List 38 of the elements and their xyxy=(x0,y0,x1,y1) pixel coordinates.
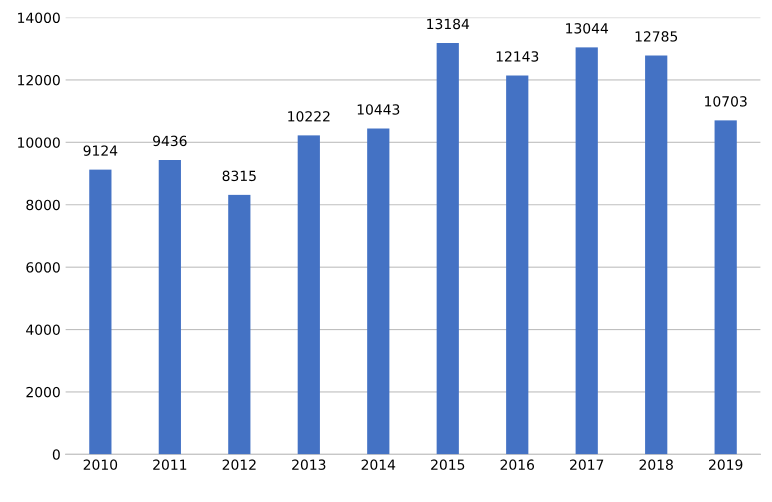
bar xyxy=(298,135,320,454)
data-label: 13044 xyxy=(566,23,608,34)
bar xyxy=(506,76,528,454)
bar xyxy=(228,194,250,454)
y-tick-label: 8000 xyxy=(26,200,60,210)
y-tick-label: 10000 xyxy=(18,137,60,148)
y-tick-label: 14000 xyxy=(18,12,60,24)
data-label: 10222 xyxy=(288,111,330,122)
data-label: 9436 xyxy=(153,136,187,146)
x-tick-label: 2017 xyxy=(570,459,604,470)
data-label: 13184 xyxy=(427,18,470,30)
x-tick-label: 2015 xyxy=(431,459,464,470)
x-tick-label: 2012 xyxy=(222,459,256,470)
data-label: 8315 xyxy=(222,170,256,182)
bar xyxy=(89,170,112,454)
data-label: 12143 xyxy=(496,51,538,62)
x-tick-label: 2011 xyxy=(153,459,186,470)
bar xyxy=(436,43,459,454)
y-tick-label: 0 xyxy=(52,449,60,460)
data-label: 10443 xyxy=(358,104,400,115)
x-tick-label: 2016 xyxy=(500,459,534,470)
bar xyxy=(645,55,668,454)
x-tick-label: 2013 xyxy=(292,459,326,470)
y-tick-label: 6000 xyxy=(26,262,60,273)
y-tick-label: 4000 xyxy=(26,324,60,335)
bar xyxy=(714,120,737,454)
x-tick-label: 2014 xyxy=(362,459,396,470)
bar xyxy=(576,47,598,454)
data-label: 10703 xyxy=(705,96,747,107)
bar xyxy=(158,160,181,454)
x-tick-label: 2018 xyxy=(640,459,673,470)
y-tick-label: 12000 xyxy=(18,74,60,86)
y-tick-label: 2000 xyxy=(26,386,60,398)
bar xyxy=(367,128,390,454)
x-tick-label: 2010 xyxy=(84,459,118,470)
data-label: 9124 xyxy=(84,145,118,156)
data-label: 12785 xyxy=(636,31,678,42)
x-tick-label: 2019 xyxy=(709,459,742,470)
